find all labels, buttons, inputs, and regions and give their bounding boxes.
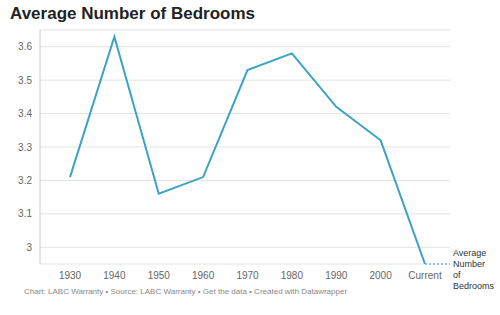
svg-text:1960: 1960 xyxy=(192,270,215,281)
svg-text:AverageNumberofBedrooms: AverageNumberofBedrooms xyxy=(453,248,492,291)
svg-text:3.4: 3.4 xyxy=(18,108,32,119)
svg-text:1940: 1940 xyxy=(103,270,126,281)
svg-text:3.2: 3.2 xyxy=(18,175,32,186)
svg-text:3.3: 3.3 xyxy=(18,142,32,153)
html-text:Chart: LABC Warranty • Source:: Chart: LABC Warranty • Source: LABC Warr… xyxy=(24,287,348,296)
svg-text:3: 3 xyxy=(26,242,32,253)
svg-text:1990: 1990 xyxy=(325,270,348,281)
svg-text:2000: 2000 xyxy=(370,270,393,281)
svg-text:1980: 1980 xyxy=(281,270,304,281)
svg-text:3.6: 3.6 xyxy=(18,41,32,52)
svg-text:3.1: 3.1 xyxy=(18,208,32,219)
svg-text:1930: 1930 xyxy=(59,270,82,281)
svg-text:1950: 1950 xyxy=(148,270,171,281)
html-text:Average Number of Bedrooms: Average Number of Bedrooms xyxy=(10,4,255,23)
svg-text:1970: 1970 xyxy=(236,270,259,281)
svg-text:Current: Current xyxy=(408,270,442,281)
svg-text:3.5: 3.5 xyxy=(18,75,32,86)
